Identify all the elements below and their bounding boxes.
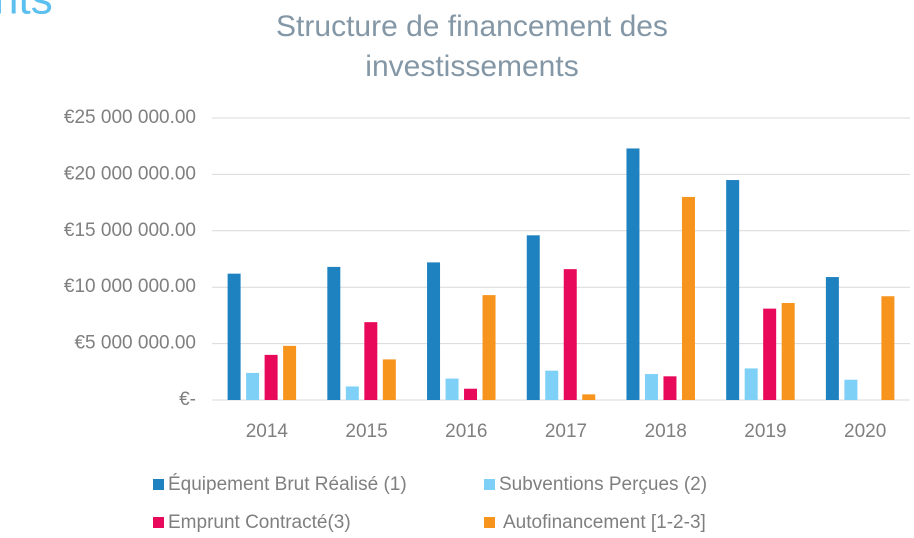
y-tick-label: €15 000 000.00 <box>64 220 196 241</box>
bar <box>681 196 695 400</box>
legend-label: Subventions Perçues (2) <box>499 474 707 495</box>
bar <box>445 378 459 400</box>
bar <box>726 180 740 400</box>
bar <box>582 394 596 400</box>
bar <box>345 386 359 400</box>
bar <box>427 262 441 400</box>
bar <box>644 374 658 400</box>
bar <box>881 296 895 400</box>
bar <box>763 308 777 400</box>
bar <box>545 370 559 400</box>
y-tick-label: €20 000 000.00 <box>64 163 196 184</box>
bar <box>526 235 540 400</box>
x-tick-label: 2018 <box>645 421 687 442</box>
legend-swatch <box>484 479 495 490</box>
legend-label: Autofinancement [1-2-3] <box>503 512 706 533</box>
legend-swatch <box>153 517 164 528</box>
legend-label: Équipement Brut Réalisé (1) <box>168 474 407 495</box>
bar <box>563 269 577 400</box>
bar <box>663 376 677 400</box>
y-tick-label: €25 000 000.00 <box>64 107 196 128</box>
bar <box>227 273 241 400</box>
bar <box>327 266 341 400</box>
bar <box>264 354 278 400</box>
bar <box>744 368 758 400</box>
x-tick-label: 2016 <box>445 421 487 442</box>
bar <box>382 359 396 400</box>
legend-swatch <box>484 517 495 528</box>
y-tick-label: €5 000 000.00 <box>74 333 196 354</box>
bar <box>464 388 478 400</box>
bar <box>825 277 839 400</box>
y-tick-label: €- <box>179 389 196 410</box>
x-tick-label: 2020 <box>844 421 886 442</box>
x-tick-label: 2017 <box>545 421 587 442</box>
bar <box>844 379 858 400</box>
bar <box>626 148 640 400</box>
bar <box>283 345 297 400</box>
x-tick-label: 2014 <box>246 421 289 442</box>
legend-label: Emprunt Contracté(3) <box>168 512 351 533</box>
bar <box>482 295 496 400</box>
annotation: nts <box>0 0 53 24</box>
x-tick-label: 2019 <box>744 421 786 442</box>
chart-title: investissements <box>365 50 578 83</box>
bar <box>246 372 260 400</box>
bar <box>364 322 378 400</box>
chart-title: Structure de financement des <box>276 10 668 43</box>
y-tick-label: €10 000 000.00 <box>64 276 196 297</box>
bar <box>781 302 795 400</box>
x-tick-label: 2015 <box>345 421 387 442</box>
legend-swatch <box>153 479 164 490</box>
